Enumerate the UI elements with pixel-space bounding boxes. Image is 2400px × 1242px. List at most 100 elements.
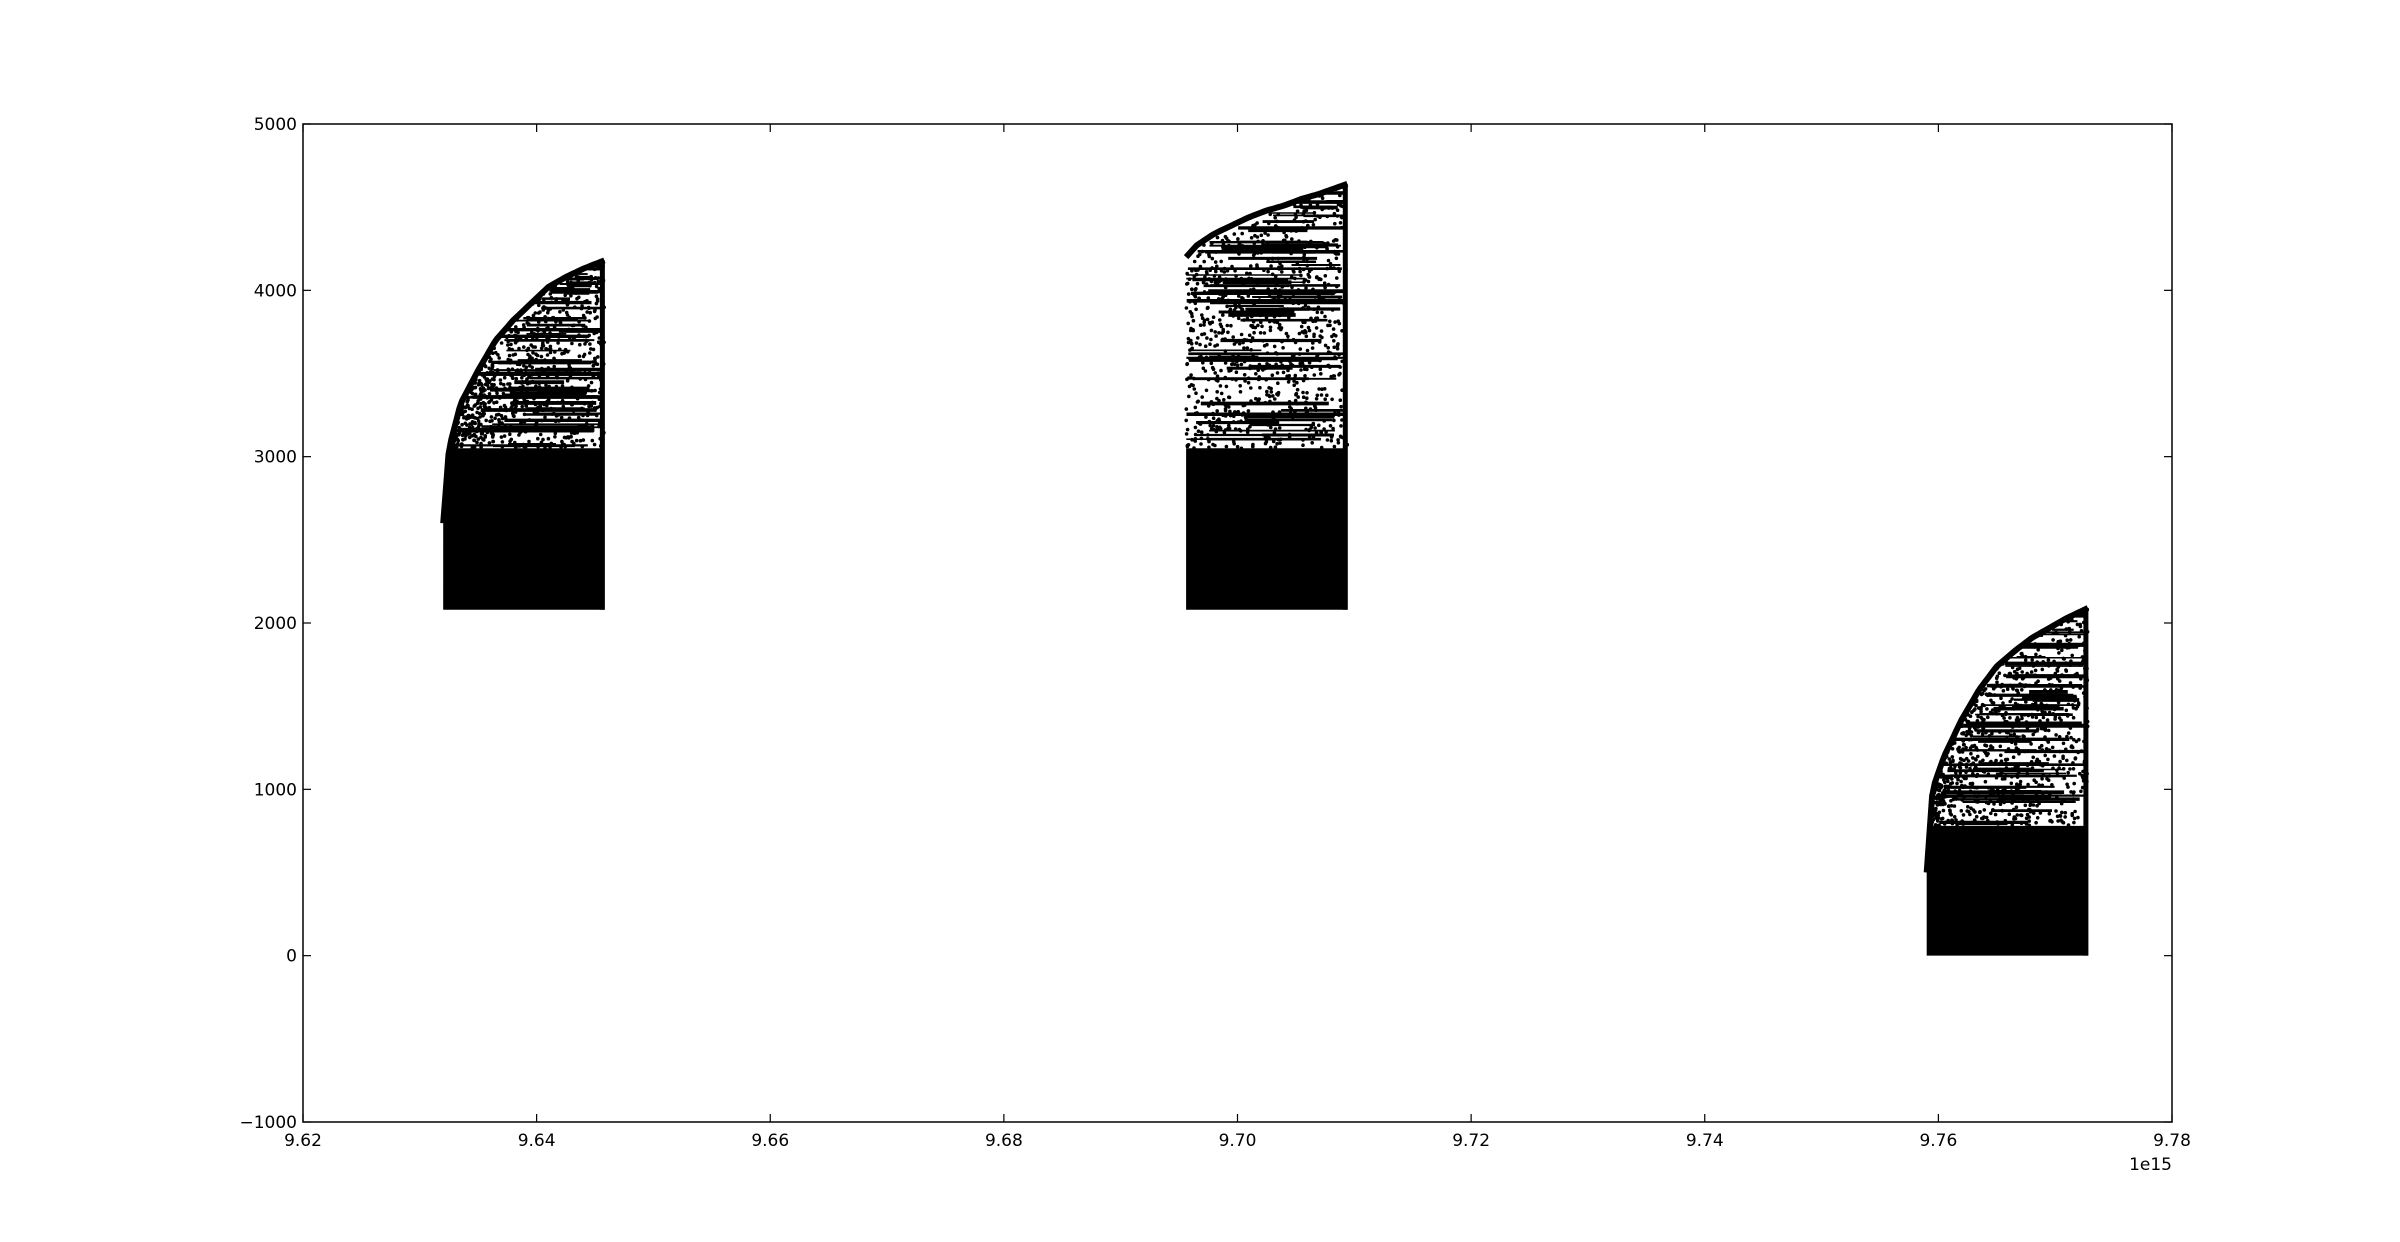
data-point <box>450 438 454 443</box>
data-point <box>1970 782 1975 786</box>
data-point <box>1204 282 1209 286</box>
data-point <box>2023 658 2028 662</box>
data-point <box>2013 701 2018 706</box>
data-point <box>2028 809 2033 814</box>
data-point <box>1223 361 1228 365</box>
data-point <box>1333 238 1338 242</box>
data-point <box>539 440 544 445</box>
data-point <box>2035 799 2039 803</box>
data-point <box>2068 638 2073 642</box>
data-point <box>1209 426 1214 431</box>
data-point <box>1340 359 1344 364</box>
data-point <box>1339 214 1343 219</box>
data-point <box>483 394 488 399</box>
data-point <box>546 366 551 370</box>
data-point <box>1214 250 1218 254</box>
data-point <box>1262 268 1266 273</box>
data-point <box>546 436 551 441</box>
data-point <box>1188 328 1193 333</box>
data-point <box>568 366 573 370</box>
data-point <box>1301 212 1306 216</box>
data-point <box>1342 365 1347 369</box>
data-point <box>520 429 525 433</box>
data-point <box>538 428 543 433</box>
data-point <box>1976 794 1981 798</box>
data-point <box>578 342 582 347</box>
data-point <box>2078 662 2082 666</box>
data-point <box>2066 785 2070 789</box>
data-point <box>1944 794 1949 799</box>
data-point <box>577 333 581 337</box>
data-point <box>1287 291 1292 295</box>
data-point <box>1307 197 1311 201</box>
data-point <box>1204 355 1209 360</box>
data-point <box>1981 769 1986 773</box>
data-point <box>504 417 508 421</box>
data-point <box>1206 437 1210 441</box>
data-point <box>1186 376 1191 380</box>
data-point <box>1239 419 1243 424</box>
data-point <box>2076 750 2080 755</box>
data-point <box>1267 221 1271 226</box>
data-point <box>1976 730 1981 735</box>
data-point <box>1217 398 1221 403</box>
data-point <box>1306 223 1310 228</box>
data-point <box>1246 427 1250 431</box>
data-point <box>527 439 531 444</box>
data-point <box>2006 656 2010 660</box>
data-point <box>1279 437 1283 442</box>
data-point <box>562 392 566 397</box>
data-point <box>1275 352 1279 356</box>
data-point <box>1270 272 1275 277</box>
data-point <box>1931 818 1936 822</box>
data-point <box>2015 735 2019 739</box>
data-point <box>2025 726 2030 730</box>
data-point <box>547 384 551 389</box>
data-point <box>1313 426 1317 430</box>
data-point <box>475 440 479 445</box>
data-point <box>481 437 485 442</box>
data-point <box>549 441 554 446</box>
data-point <box>591 347 596 352</box>
data-point <box>1301 390 1305 395</box>
data-point <box>1225 269 1230 273</box>
data-point <box>463 409 468 414</box>
data-point <box>1940 791 1945 795</box>
data-point <box>1206 433 1210 437</box>
data-point <box>1235 359 1239 364</box>
data-point <box>582 423 586 428</box>
data-point <box>553 435 557 439</box>
data-point <box>2085 678 2090 683</box>
data-point <box>1285 307 1290 311</box>
data-point <box>1985 707 1989 711</box>
data-point <box>1275 219 1279 224</box>
data-point <box>554 299 558 303</box>
data-point <box>2043 735 2047 739</box>
data-point <box>1988 798 1992 802</box>
data-point <box>1979 707 1983 712</box>
data-point <box>514 404 518 409</box>
data-point <box>1198 323 1203 328</box>
data-point <box>2010 697 2014 701</box>
data-point <box>2021 694 2026 698</box>
data-point <box>1330 206 1335 210</box>
data-point <box>1289 229 1293 233</box>
data-point <box>1301 395 1306 400</box>
data-point <box>1198 264 1203 269</box>
data-point <box>494 400 499 405</box>
data-point <box>512 414 516 419</box>
data-point <box>579 269 584 273</box>
data-point <box>1967 821 1971 825</box>
data-point <box>1952 797 1957 801</box>
x-tick-label: 9.76 <box>1919 1131 1957 1151</box>
data-point <box>2051 625 2055 629</box>
data-point <box>2046 757 2050 762</box>
data-point <box>508 361 512 365</box>
data-point <box>1968 812 1972 817</box>
data-point <box>1273 274 1278 279</box>
data-point <box>455 421 460 425</box>
data-point <box>1270 373 1275 378</box>
data-point <box>1258 331 1263 335</box>
data-point <box>1320 310 1324 315</box>
data-point <box>2010 801 2014 805</box>
